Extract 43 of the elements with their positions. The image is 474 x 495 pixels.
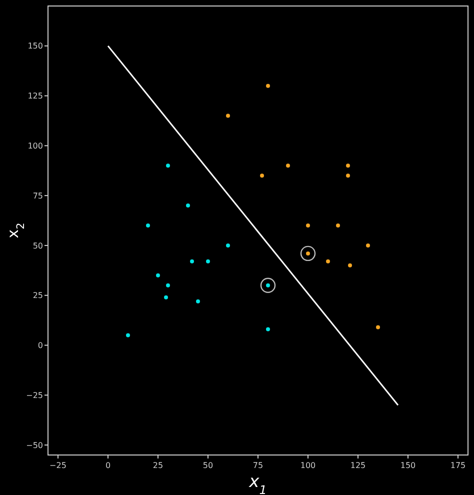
- point: [126, 333, 130, 338]
- point: [348, 263, 352, 268]
- point: [260, 174, 264, 178]
- x-tick-label: 175: [450, 461, 466, 470]
- point: [166, 283, 170, 288]
- point: [266, 84, 270, 88]
- point: [206, 259, 210, 264]
- point: [156, 273, 160, 278]
- x-tick-label: −25: [50, 461, 66, 470]
- point: [286, 164, 290, 168]
- y-tick-label: 50: [32, 241, 43, 250]
- x-tick-label: 50: [202, 461, 214, 470]
- y-tick-label: 100: [28, 141, 43, 150]
- point: [266, 327, 270, 332]
- point: [346, 164, 350, 168]
- point: [336, 224, 340, 228]
- y-tick-label: 0: [38, 341, 43, 350]
- x-tick-label: 125: [350, 461, 366, 470]
- point: [146, 224, 150, 228]
- x-tick-label: 0: [105, 461, 111, 470]
- point: [226, 243, 230, 248]
- y-tick-label: 150: [28, 42, 43, 51]
- point: [326, 259, 330, 264]
- point: [306, 224, 310, 228]
- point: [190, 259, 194, 264]
- point: [346, 174, 350, 178]
- point: [164, 295, 168, 300]
- point: [366, 243, 370, 248]
- y-tick-label: 25: [32, 291, 43, 300]
- y-tick-label: 125: [28, 92, 43, 101]
- x-tick-label: 75: [252, 461, 264, 470]
- point: [376, 325, 380, 330]
- point: [166, 164, 170, 168]
- y-tick-label: 75: [32, 191, 43, 200]
- point: [226, 114, 230, 118]
- x-axis-title: x$_{1}$: [248, 472, 267, 495]
- point: [186, 204, 190, 208]
- x-tick-label: 25: [152, 461, 164, 470]
- y-tick-label: −50: [26, 440, 43, 450]
- x-tick-label: 100: [300, 461, 316, 470]
- y-tick-label: −25: [26, 390, 43, 400]
- x-tick-label: 150: [400, 461, 416, 470]
- point: [196, 299, 200, 304]
